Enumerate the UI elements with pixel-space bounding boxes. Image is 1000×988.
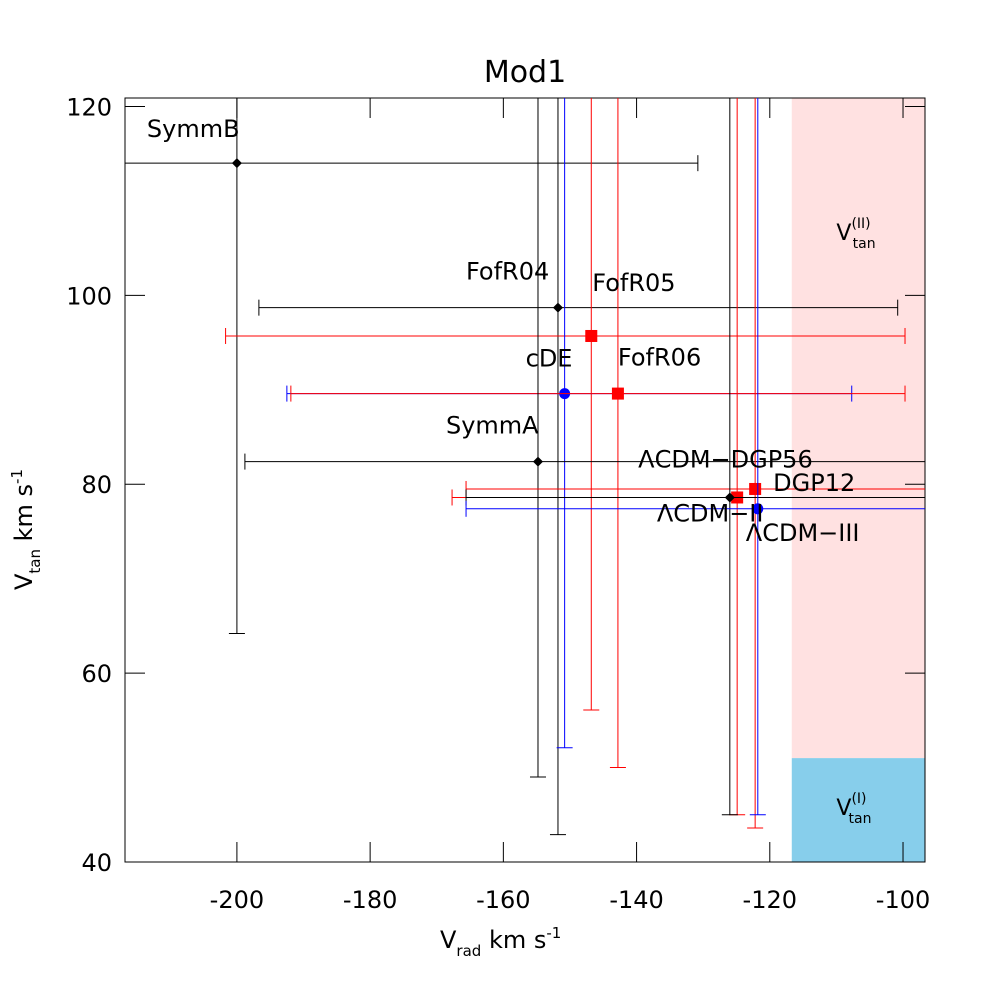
label-part: (I): [851, 791, 866, 807]
point-label: ΛCDM−DGP56: [638, 445, 813, 473]
point: [749, 482, 762, 495]
point-label: FofR05: [592, 269, 675, 297]
point: [532, 456, 543, 467]
x-tick-label: -120: [743, 886, 797, 914]
region: [791, 98, 925, 759]
point: [752, 503, 764, 515]
y-tick-label: 100: [66, 282, 112, 310]
label-part: V: [836, 796, 851, 821]
label-part: (II): [851, 216, 870, 232]
label-part: tan: [853, 236, 876, 252]
point-label: ΛCDM−III: [746, 519, 860, 547]
label-part: V: [440, 926, 457, 954]
chart-title: Mod1: [484, 55, 566, 90]
x-tick-label: -160: [476, 886, 530, 914]
label: Vtan km s-1: [8, 469, 44, 590]
point: [724, 492, 735, 503]
point-label: FofR04: [466, 258, 549, 286]
label-part: km s: [10, 484, 38, 549]
point-label: DGP12: [773, 469, 855, 497]
x-tick-label: -100: [876, 886, 930, 914]
plot-area: [791, 98, 925, 862]
region-label: V(II) tan: [836, 216, 875, 252]
label-part: tan: [26, 549, 44, 574]
label-part: -1: [8, 469, 26, 484]
label: Vrad km s-1: [440, 924, 561, 960]
point: [231, 158, 242, 169]
points: [125, 98, 925, 836]
x-tick-label: -140: [609, 886, 663, 914]
point-label: ΛCDM−II: [657, 499, 764, 527]
y-tick-label: 80: [81, 471, 112, 499]
label-part: rad: [456, 942, 481, 960]
point-label: SymmA: [446, 412, 539, 440]
x-tick-label: -180: [343, 886, 397, 914]
plot-frame: [124, 97, 926, 863]
point-label: cDE: [526, 345, 573, 373]
y-tick-label: 60: [81, 660, 112, 688]
region-label: V(I) tan: [836, 791, 871, 827]
label-part: tan: [849, 811, 872, 827]
label-part: -1: [546, 924, 561, 942]
x-tick-label: -200: [210, 886, 264, 914]
y-tick-label: 120: [66, 93, 112, 121]
point-label: SymmB: [147, 115, 240, 143]
label-part: V: [836, 221, 851, 246]
point: [552, 302, 563, 313]
y-tick-label: 40: [81, 849, 112, 877]
label-part: V: [10, 573, 38, 590]
point: [611, 387, 624, 400]
point-label: FofR06: [618, 344, 701, 372]
label-part: km s: [481, 926, 546, 954]
point: [585, 329, 598, 342]
